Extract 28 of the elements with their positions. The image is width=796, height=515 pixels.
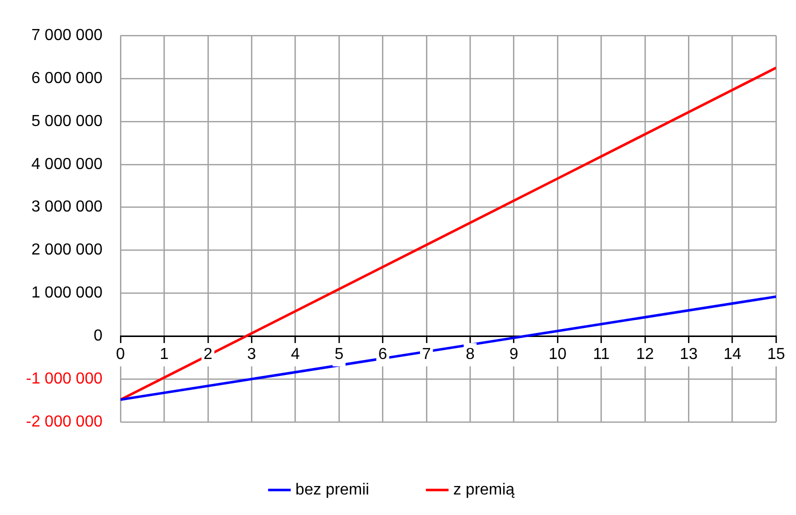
x-tick-label: 5 <box>334 346 344 364</box>
x-tick-label: 4 <box>290 346 300 364</box>
legend-label: z premią <box>453 481 515 498</box>
y-tick-label: 0 <box>94 328 103 345</box>
x-tick-label: 2 <box>203 346 212 364</box>
x-tick-label: 14 <box>723 346 742 364</box>
x-tick-label: 13 <box>680 346 698 364</box>
y-tick-label: -1 000 000 <box>26 370 103 388</box>
x-tick-label: 15 <box>767 346 786 364</box>
y-tick-label: 3 000 000 <box>31 198 103 216</box>
x-tick-label: 10 <box>548 346 567 364</box>
x-tick-label: 12 <box>636 346 654 364</box>
x-tick-label: 3 <box>247 346 256 364</box>
x-tick-label: 0 <box>116 346 126 364</box>
x-tick-label: 11 <box>592 346 610 364</box>
x-tick-label: 9 <box>509 346 518 364</box>
y-tick-label: 7 000 000 <box>31 27 103 44</box>
x-tick-label: 7 <box>422 346 431 364</box>
y-tick-label: 5 000 000 <box>31 112 103 130</box>
legend-label: bez premii <box>295 481 370 498</box>
x-tick-label: 1 <box>160 346 169 364</box>
x-tick-label: 6 <box>378 346 388 364</box>
y-tick-label: 1 000 000 <box>31 284 103 302</box>
x-tick-label: 8 <box>466 346 475 364</box>
y-tick-label: -2 000 000 <box>26 413 103 430</box>
y-tick-label: 2 000 000 <box>31 242 103 259</box>
y-tick-label: 6 000 000 <box>31 70 103 87</box>
y-tick-label: 4 000 000 <box>31 156 103 173</box>
